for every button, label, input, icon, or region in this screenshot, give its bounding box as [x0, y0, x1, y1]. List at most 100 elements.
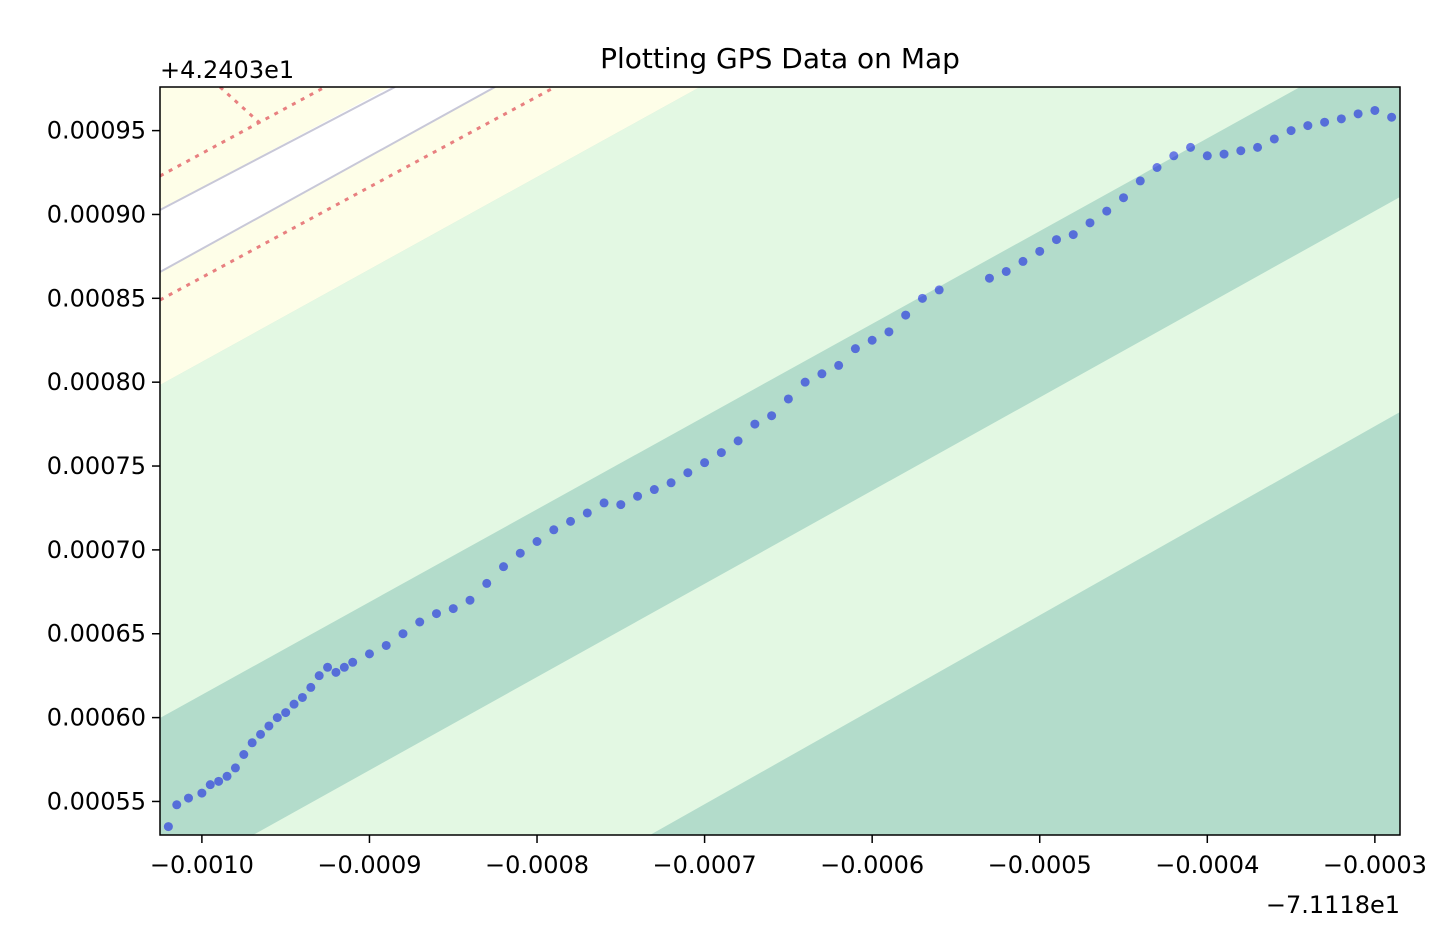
gps-point: [666, 478, 676, 488]
gps-point: [649, 485, 659, 495]
gps-point: [1186, 142, 1196, 152]
gps-point: [1202, 151, 1212, 161]
gps-point: [1370, 105, 1380, 115]
map-dotted-red-line: [160, 87, 556, 302]
x-tick-label: −0.0009: [317, 851, 421, 879]
y-tick-label: 0.00085: [47, 284, 146, 312]
gps-point: [800, 377, 810, 387]
gps-point: [272, 713, 282, 723]
gps-point: [348, 657, 358, 667]
gps-point: [834, 360, 844, 370]
gps-point: [415, 617, 425, 627]
gps-point: [230, 763, 240, 773]
gps-point: [767, 411, 777, 421]
x-tick-label: −0.0003: [1323, 851, 1427, 879]
gps-point: [482, 578, 492, 588]
x-tick-label: −0.0007: [653, 851, 757, 879]
x-tick-label: −0.0006: [820, 851, 924, 879]
gps-point: [499, 562, 509, 572]
gps-point: [339, 662, 349, 672]
y-offset-label: +4.2403e1: [160, 56, 294, 84]
gps-point: [1320, 117, 1330, 127]
gps-point: [1169, 151, 1179, 161]
gps-points: [163, 105, 1397, 832]
x-axis-ticks: −0.0010 −0.0009 −0.0008 −0.0007 −0.0006 −0.00…: [150, 835, 1427, 879]
gps-point: [1018, 256, 1028, 266]
gps-point: [214, 776, 224, 786]
gps-point: [222, 771, 232, 781]
gps-point: [515, 548, 525, 558]
gps-point: [1353, 109, 1363, 119]
y-tick-label: 0.00055: [47, 787, 146, 815]
x-tick-label: −0.0004: [1155, 851, 1259, 879]
x-tick-label: −0.0008: [485, 851, 589, 879]
gps-point: [183, 793, 193, 803]
gps-point: [1219, 149, 1229, 159]
x-tick-label: −0.0005: [988, 851, 1092, 879]
gps-point: [884, 327, 894, 337]
gps-point: [850, 344, 860, 354]
gps-point: [683, 468, 693, 478]
y-axis-ticks: 0.00055 0.00060 0.00065 0.00070 0.00075 0.000…: [47, 117, 160, 815]
gps-point: [281, 708, 291, 718]
x-tick-label: −0.0010: [150, 851, 254, 879]
gps-point: [1135, 176, 1145, 186]
gps-point: [917, 293, 927, 303]
gps-point: [1001, 266, 1011, 276]
gps-point: [532, 537, 542, 547]
gps-point: [1286, 126, 1296, 136]
x-offset-label: −7.1118e1: [1266, 891, 1400, 919]
chart-title: Plotting GPS Data on Map: [600, 42, 960, 75]
y-tick-label: 0.00075: [47, 452, 146, 480]
gps-point: [582, 508, 592, 518]
y-tick-label: 0.00060: [47, 704, 146, 732]
gps-point: [172, 800, 182, 810]
gps-point: [549, 525, 559, 535]
gps-point: [716, 448, 726, 458]
gps-point: [867, 335, 877, 345]
y-tick-label: 0.00080: [47, 368, 146, 396]
gps-point: [616, 500, 626, 510]
gps-point: [381, 640, 391, 650]
plot-frame: [159, 86, 1401, 836]
gps-point: [1085, 218, 1095, 228]
gps-point: [264, 721, 274, 731]
y-tick-label: 0.00095: [47, 117, 146, 145]
gps-point: [700, 458, 710, 468]
gps-point: [239, 749, 249, 759]
gps-point: [633, 491, 643, 501]
gps-point: [1035, 246, 1045, 256]
y-tick-label: 0.00065: [47, 620, 146, 648]
gps-point: [197, 788, 207, 798]
gps-point: [314, 671, 324, 681]
gps-point: [1336, 114, 1346, 124]
y-tick-label: 0.00090: [47, 200, 146, 228]
gps-point: [984, 273, 994, 283]
map-road-edge: [160, 87, 496, 273]
gps-point: [398, 629, 408, 639]
gps-point: [1269, 134, 1279, 144]
gps-point: [1068, 230, 1078, 240]
gps-point: [431, 609, 441, 619]
map-background: [160, 87, 1400, 835]
map-road-edge: [160, 87, 396, 211]
map-dotted-red-line: [160, 87, 326, 178]
gps-point: [247, 738, 257, 748]
gps-point: [1051, 235, 1061, 245]
gps-point: [934, 285, 944, 295]
gps-point: [448, 604, 458, 614]
gps-point: [817, 369, 827, 379]
gps-point: [901, 310, 911, 320]
gps-point: [566, 516, 576, 526]
gps-point: [1303, 121, 1313, 131]
gps-point: [733, 436, 743, 446]
gps-point: [1236, 146, 1246, 156]
gps-point: [289, 699, 299, 709]
gps-point: [783, 394, 793, 404]
gps-point: [163, 822, 173, 832]
gps-point: [364, 649, 374, 659]
gps-point: [297, 692, 307, 702]
gps-point: [750, 419, 760, 429]
gps-point: [1253, 142, 1263, 152]
